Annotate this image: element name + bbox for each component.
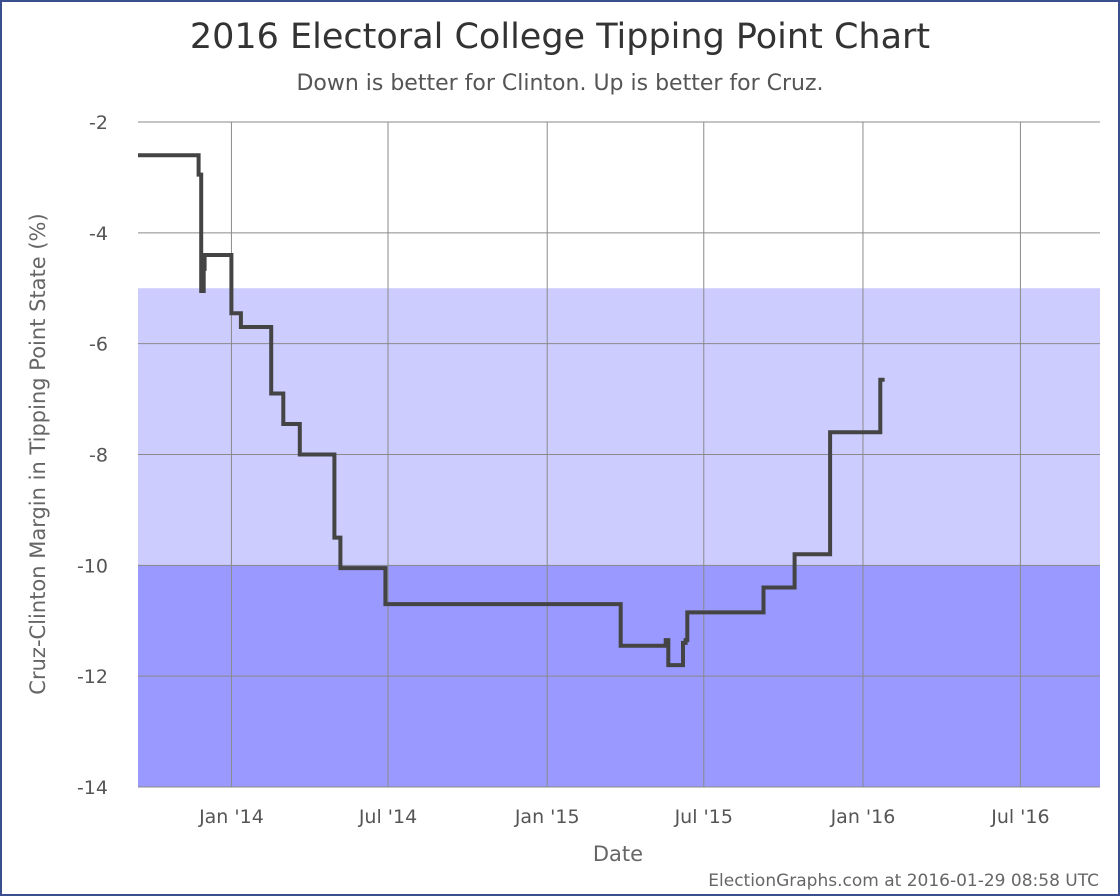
y-tick-label: -8	[89, 445, 108, 467]
y-tick-label: -4	[89, 223, 108, 245]
x-tick-label: Jan '16	[830, 806, 896, 828]
y-tick-label: -6	[89, 334, 108, 356]
y-tick-label: -2	[89, 112, 108, 134]
x-tick-label: Jan '14	[198, 806, 264, 828]
chart-subtitle: Down is better for Clinton. Up is better…	[296, 71, 823, 96]
x-tick-label: Jul '15	[674, 806, 733, 828]
x-tick-label: Jan '15	[514, 806, 580, 828]
band-0	[138, 288, 1100, 566]
y-tick-label: -10	[77, 555, 108, 577]
x-axis-label: Date	[593, 842, 643, 866]
x-tick-label: Jul '14	[358, 806, 417, 828]
x-tick-label: Jul '16	[990, 806, 1049, 828]
y-axis-label: Cruz-Clinton Margin in Tipping Point Sta…	[26, 213, 50, 694]
y-tick-label: -14	[77, 777, 108, 799]
footer-credit: ElectionGraphs.com at 2016-01-29 08:58 U…	[708, 871, 1099, 891]
y-tick-label: -12	[77, 666, 108, 688]
chart-title: 2016 Electoral College Tipping Point Cha…	[190, 17, 930, 57]
